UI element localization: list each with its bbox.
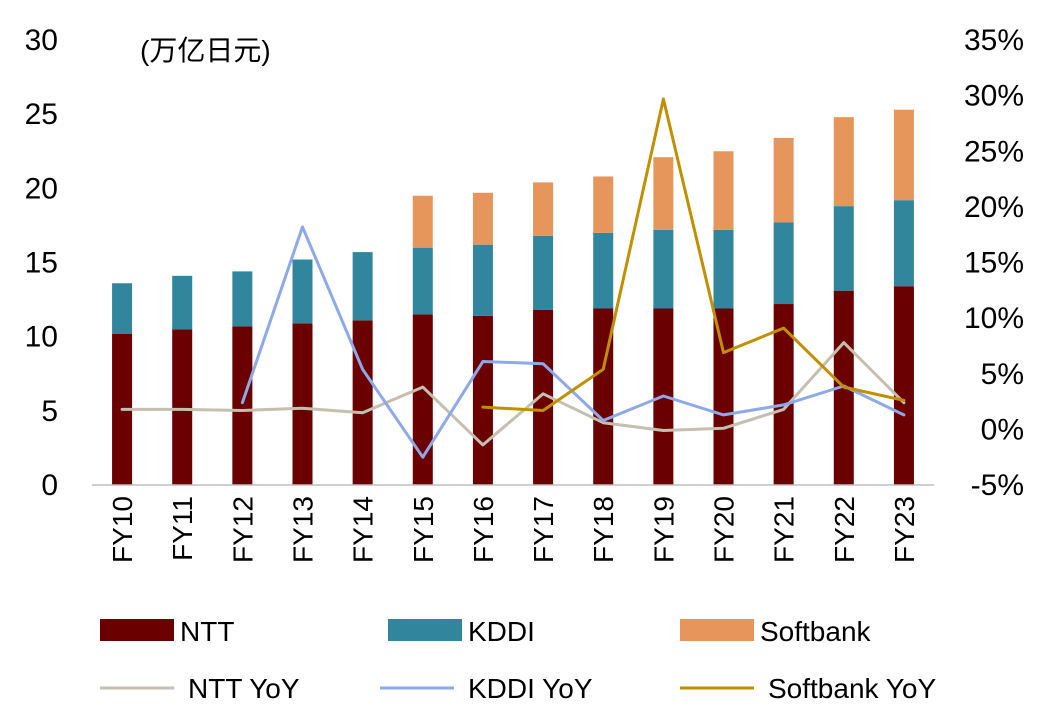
x-tick-label: FY23 [889, 496, 920, 563]
right-tick-label: 0% [981, 413, 1024, 446]
bar-kddi [292, 259, 313, 324]
bar-kddi [833, 206, 854, 291]
x-tick-label: FY22 [829, 496, 860, 563]
x-tick-label: FY16 [468, 496, 499, 563]
bar-kddi [713, 229, 734, 309]
left-tick-label: 15 [25, 247, 58, 280]
left-tick-label: 5 [41, 395, 58, 428]
bar-kddi [893, 200, 914, 287]
left-tick-label: 10 [25, 321, 58, 354]
legend-swatch-ntt [100, 619, 174, 641]
bar-ntt [713, 308, 734, 485]
bar-softbank [893, 109, 914, 201]
bar-ntt [773, 304, 794, 485]
x-tick-label: FY12 [227, 496, 258, 563]
legend-swatch-kddi [388, 619, 462, 641]
legend-label-softbank-yoy: Softbank YoY [768, 673, 936, 704]
bar-kddi [472, 244, 493, 316]
bar-ntt [472, 315, 493, 485]
x-tick-label: FY19 [648, 496, 679, 563]
bar-softbank [653, 157, 674, 230]
bar-ntt [352, 320, 373, 485]
legend-label-ntt: NTT [180, 616, 234, 647]
bar-kddi [112, 283, 133, 334]
bar-softbank [713, 151, 734, 230]
right-tick-label: 20% [964, 191, 1024, 224]
x-tick-label: FY20 [709, 496, 740, 563]
left-tick-label: 30 [25, 24, 58, 57]
legend-label-kddi: KDDI [468, 616, 535, 647]
bar-ntt [412, 314, 433, 485]
bar-softbank [533, 182, 554, 236]
legend-label-softbank: Softbank [760, 616, 872, 647]
x-tick-label: FY13 [288, 496, 319, 563]
unit-label: (万亿日元) [140, 35, 271, 66]
x-tick-label: FY18 [588, 496, 619, 563]
right-tick-label: 25% [964, 135, 1024, 168]
bar-kddi [232, 271, 253, 327]
bar-softbank [833, 117, 854, 207]
x-tick-label: FY15 [408, 496, 439, 563]
line-kddi-yoy [240, 225, 906, 459]
legend-swatch-softbank [680, 619, 754, 641]
x-tick-label: FY10 [107, 496, 138, 563]
bar-kddi [172, 275, 193, 330]
right-tick-label: 15% [964, 247, 1024, 280]
bar-softbank [773, 137, 794, 223]
right-tick-label: 30% [964, 80, 1024, 113]
x-tick-label: FY14 [348, 496, 379, 563]
bar-softbank [593, 176, 614, 233]
bar-ntt [893, 286, 914, 485]
x-tick-label: FY11 [167, 496, 198, 561]
bar-kddi [533, 235, 554, 310]
right-tick-label: 5% [981, 358, 1024, 391]
bar-ntt [232, 326, 253, 485]
bar-kddi [653, 229, 674, 309]
right-tick-label: -5% [971, 469, 1024, 502]
yoy-lines [120, 97, 906, 459]
left-axis-ticks: 0 5 10 15 20 25 30 [25, 24, 58, 502]
bar-kddi [412, 247, 433, 315]
left-tick-label: 0 [41, 469, 58, 502]
bar-ntt [172, 329, 193, 485]
bar-softbank [472, 192, 493, 245]
x-tick-label: FY21 [769, 496, 800, 563]
left-tick-label: 25 [25, 98, 58, 131]
legend-label-ntt-yoy: NTT YoY [188, 673, 300, 704]
bar-kddi [593, 232, 614, 309]
bar-ntt [292, 323, 313, 485]
bars [112, 109, 914, 485]
right-tick-label: 35% [964, 24, 1024, 57]
bar-softbank [412, 195, 433, 248]
bar-kddi [352, 252, 373, 321]
legend: NTT KDDI Softbank NTT YoY KDDI YoY Softbank Y… [100, 616, 936, 704]
right-tick-label: 10% [964, 302, 1024, 335]
line-softbank-yoy [481, 97, 906, 412]
x-axis-ticks: FY10 FY11 FY12 FY13 FY14 FY15 FY16 FY17 FY18 FY19… [107, 496, 920, 563]
x-tick-label: FY17 [528, 496, 559, 563]
bar-ntt [533, 309, 554, 485]
bar-kddi [773, 222, 794, 305]
left-tick-label: 20 [25, 172, 58, 205]
legend-label-kddi-yoy: KDDI YoY [468, 673, 593, 704]
right-axis-ticks: -5% 0% 5% 10% 15% 20% 25% 30% 35% [964, 24, 1024, 502]
line-ntt-yoy [120, 341, 906, 447]
